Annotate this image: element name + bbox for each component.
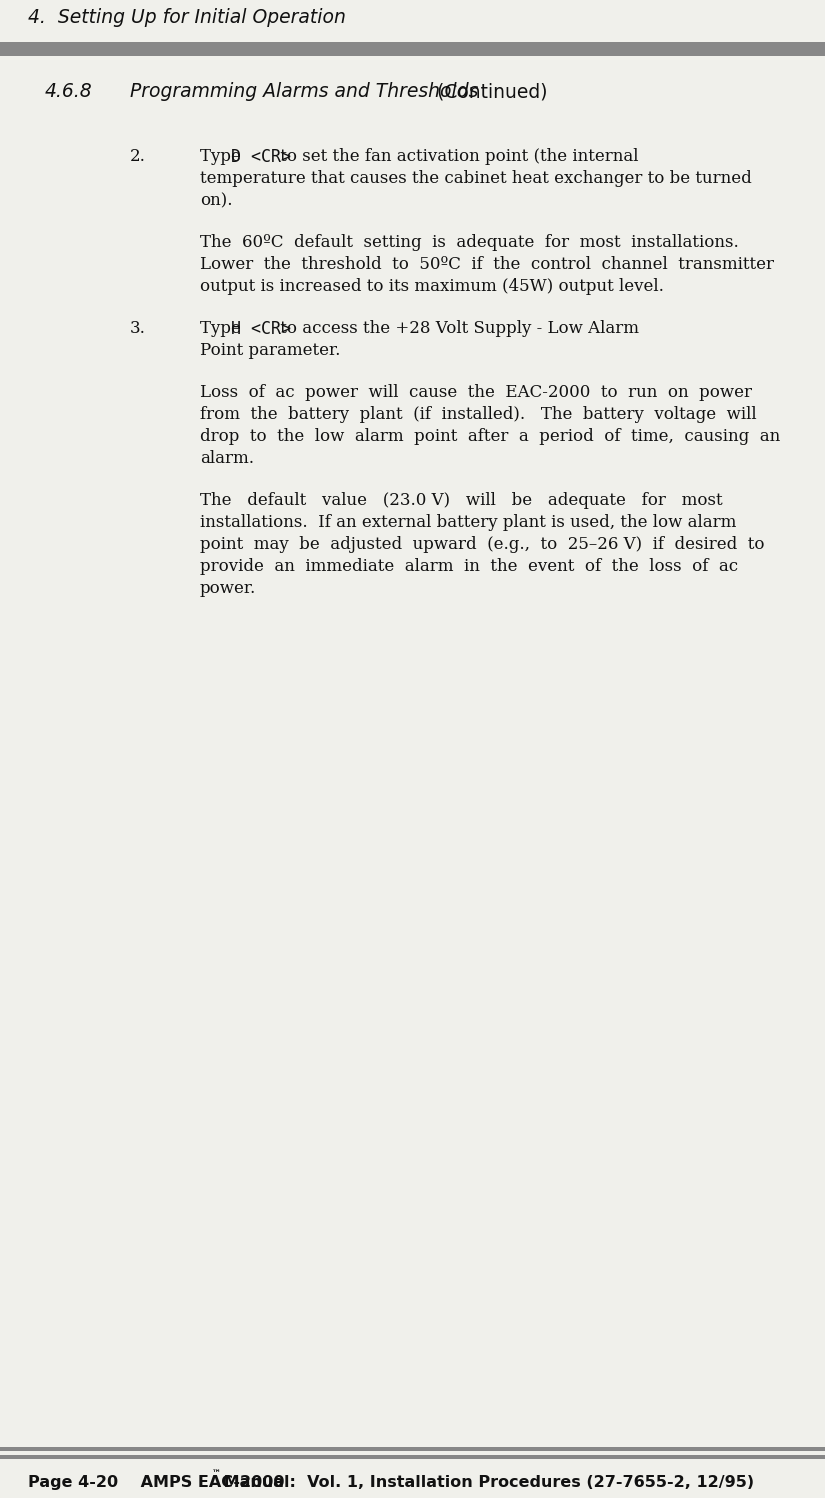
Text: The   default   value   (23.0 V)   will   be   adequate   for   most: The default value (23.0 V) will be adequ… xyxy=(200,491,723,509)
Text: 3.: 3. xyxy=(130,321,146,337)
Text: point  may  be  adjusted  upward  (e.g.,  to  25–26 V)  if  desired  to: point may be adjusted upward (e.g., to 2… xyxy=(200,536,765,553)
Text: Page 4-20    AMPS EAC-2000: Page 4-20 AMPS EAC-2000 xyxy=(28,1476,285,1491)
Text: from  the  battery  plant  (if  installed).   The  battery  voltage  will: from the battery plant (if installed). T… xyxy=(200,406,757,422)
Text: H <CR>: H <CR> xyxy=(231,321,290,339)
Text: alarm.: alarm. xyxy=(200,449,254,467)
Text: drop  to  the  low  alarm  point  after  a  period  of  time,  causing  an: drop to the low alarm point after a peri… xyxy=(200,428,780,445)
Text: Type: Type xyxy=(200,148,246,165)
Text: Programming Alarms and Thresholds: Programming Alarms and Thresholds xyxy=(130,82,478,100)
Text: 4.  Setting Up for Initial Operation: 4. Setting Up for Initial Operation xyxy=(28,7,346,27)
Text: D <CR>: D <CR> xyxy=(231,148,290,166)
Text: installations.  If an external battery plant is used, the low alarm: installations. If an external battery pl… xyxy=(200,514,737,530)
Text: Point parameter.: Point parameter. xyxy=(200,342,341,360)
Text: to access the +28 Volt Supply - Low Alarm: to access the +28 Volt Supply - Low Alar… xyxy=(275,321,639,337)
Text: provide  an  immediate  alarm  in  the  event  of  the  loss  of  ac: provide an immediate alarm in the event … xyxy=(200,557,738,575)
Text: temperature that causes the cabinet heat exchanger to be turned: temperature that causes the cabinet heat… xyxy=(200,169,752,187)
Text: power.: power. xyxy=(200,580,257,598)
Text: ™: ™ xyxy=(211,1470,220,1479)
Text: on).: on). xyxy=(200,192,233,210)
Text: (Continued): (Continued) xyxy=(425,82,548,100)
Text: 4.6.8: 4.6.8 xyxy=(45,82,92,100)
Bar xyxy=(0,42,825,55)
Text: The  60ºC  default  setting  is  adequate  for  most  installations.: The 60ºC default setting is adequate for… xyxy=(200,234,738,252)
Text: 2.: 2. xyxy=(130,148,146,165)
Text: Loss  of  ac  power  will  cause  the  EAC-2000  to  run  on  power: Loss of ac power will cause the EAC-2000… xyxy=(200,383,752,401)
Text: Lower  the  threshold  to  50ºC  if  the  control  channel  transmitter: Lower the threshold to 50ºC if the contr… xyxy=(200,256,774,273)
Bar xyxy=(0,1447,825,1452)
Text: output is increased to its maximum (45W) output level.: output is increased to its maximum (45W)… xyxy=(200,279,664,295)
Text: Type: Type xyxy=(200,321,246,337)
Text: Manual:  Vol. 1, Installation Procedures (27-7655-2, 12/95): Manual: Vol. 1, Installation Procedures … xyxy=(219,1476,754,1491)
Bar xyxy=(0,1455,825,1459)
Text: to set the fan activation point (the internal: to set the fan activation point (the int… xyxy=(275,148,638,165)
